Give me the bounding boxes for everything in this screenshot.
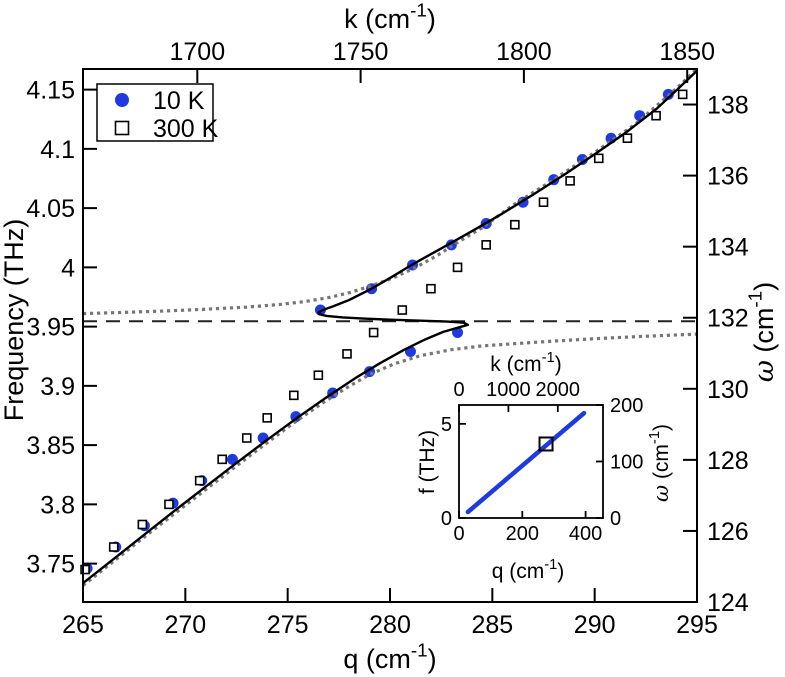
- inset-top-axis-ticks: 0 1000 2000: [453, 379, 580, 412]
- tick-label: 1850: [659, 38, 715, 66]
- lower-branch-dotted: [82, 332, 698, 587]
- tick-label: 4: [61, 254, 75, 282]
- inset-y-axis-ticks: 05: [441, 414, 466, 530]
- tick-label: 270: [164, 611, 206, 639]
- x-axis-label: q (cm-1): [343, 641, 436, 674]
- tick-label: 3.9: [40, 373, 75, 401]
- tick-label: 200: [610, 395, 643, 417]
- inset-x-axis-ticks: 0 200 400: [453, 511, 602, 545]
- tick-label: 5: [441, 414, 452, 436]
- tick-label: 128: [707, 447, 749, 475]
- inset-right-y-axis-label: ω (cm-1): [647, 424, 673, 502]
- data-point-300K: [164, 499, 174, 510]
- tick-label: 0: [453, 523, 464, 545]
- tick-label: 126: [707, 518, 749, 546]
- inset-top-axis-label: k (cm-1): [490, 350, 561, 376]
- data-point-300K: [593, 153, 604, 164]
- data-point-300K: [217, 454, 227, 465]
- y-axis-label: Frequency (THz): [0, 219, 29, 422]
- data-point-300K: [241, 433, 252, 443]
- tick-label: 0: [453, 379, 464, 401]
- tick-label: 4.1: [40, 136, 75, 164]
- tick-label: 280: [369, 611, 411, 639]
- legend-marker-10K: [115, 93, 129, 107]
- data-point-300K: [262, 413, 273, 423]
- data-point-300K: [622, 133, 633, 144]
- data-point-300K: [481, 240, 491, 250]
- tick-label: 136: [707, 163, 749, 191]
- tick-label: 3.85: [26, 432, 75, 460]
- data-point-300K: [342, 349, 352, 359]
- tick-label: 3.8: [40, 491, 75, 519]
- legend-marker-300K: [114, 120, 130, 136]
- top-axis-label: k (cm-1): [344, 1, 436, 34]
- tick-label: 1800: [496, 38, 552, 66]
- data-point-300K: [651, 110, 661, 121]
- tick-label: 134: [707, 234, 749, 262]
- tick-label: 1000: [486, 379, 531, 401]
- data-point-300K: [289, 390, 299, 401]
- data-point-300K: [194, 475, 205, 486]
- tick-label: 295: [676, 611, 718, 639]
- inset-x-axis-label: q (cm-1): [492, 557, 565, 583]
- tick-label: 4.05: [26, 195, 75, 223]
- main-y-axis-ticks: 3.75 3.8 3.85 3.9 3.95 4 4.05 4.1 4.15: [26, 77, 97, 579]
- coupled-fit-solid: [82, 69, 698, 585]
- tick-label: 285: [471, 611, 513, 639]
- tick-label: 132: [707, 305, 749, 333]
- data-point-300K: [108, 542, 119, 552]
- tick-label: 100: [610, 452, 643, 474]
- tick-label: 0: [610, 508, 621, 530]
- main-x-axis-ticks: 265 270 275 280 285 290 295: [62, 588, 718, 639]
- right-y-axis-label: ω (cm-1): [746, 282, 780, 382]
- tick-label: 124: [707, 589, 749, 617]
- inset-y-axis-label: f (THz): [416, 430, 439, 494]
- data-point-300K: [538, 197, 549, 207]
- data-point-300K: [137, 519, 148, 530]
- data-point-300K: [397, 305, 408, 315]
- tick-label: 400: [569, 523, 602, 545]
- data-point-300K: [80, 564, 90, 575]
- series-300K: [80, 89, 688, 575]
- data-point-300K: [510, 219, 520, 230]
- tick-label: 3.75: [26, 551, 75, 579]
- data-point-300K: [677, 89, 688, 100]
- tick-label: 0: [441, 508, 452, 530]
- tick-label: 265: [62, 611, 104, 639]
- tick-label: 4.15: [26, 77, 75, 105]
- inset-right-axis-ticks: 0 100 200: [596, 395, 643, 530]
- inset-light-line: [465, 410, 587, 515]
- data-point-10K: [226, 453, 238, 465]
- data-point-300K: [426, 283, 436, 294]
- tick-label: 130: [707, 376, 749, 404]
- data-point-300K: [313, 370, 324, 380]
- tick-label: 2000: [536, 379, 581, 401]
- data-point-300K: [368, 327, 379, 338]
- data-point-300K: [452, 262, 463, 273]
- tick-label: 290: [574, 611, 616, 639]
- tick-label: 1700: [169, 38, 225, 66]
- legend-label-10K: 10 K: [153, 87, 205, 115]
- data-point-300K: [565, 176, 575, 186]
- tick-label: 275: [267, 611, 309, 639]
- tick-label: 1750: [333, 38, 389, 66]
- legend-box: [96, 83, 214, 142]
- main-right-axis-ticks: 124 126 128 130 132 134 136 138: [683, 92, 749, 617]
- tick-label: 200: [506, 523, 539, 545]
- main-plot-frame: [82, 68, 698, 603]
- tick-label: 138: [707, 92, 749, 120]
- legend-label-300K: 300 K: [153, 115, 219, 143]
- main-top-axis-ticks: 1700 1750 1800 1850: [169, 38, 715, 83]
- tick-label: 3.95: [26, 314, 75, 342]
- inset-marker: [538, 436, 554, 452]
